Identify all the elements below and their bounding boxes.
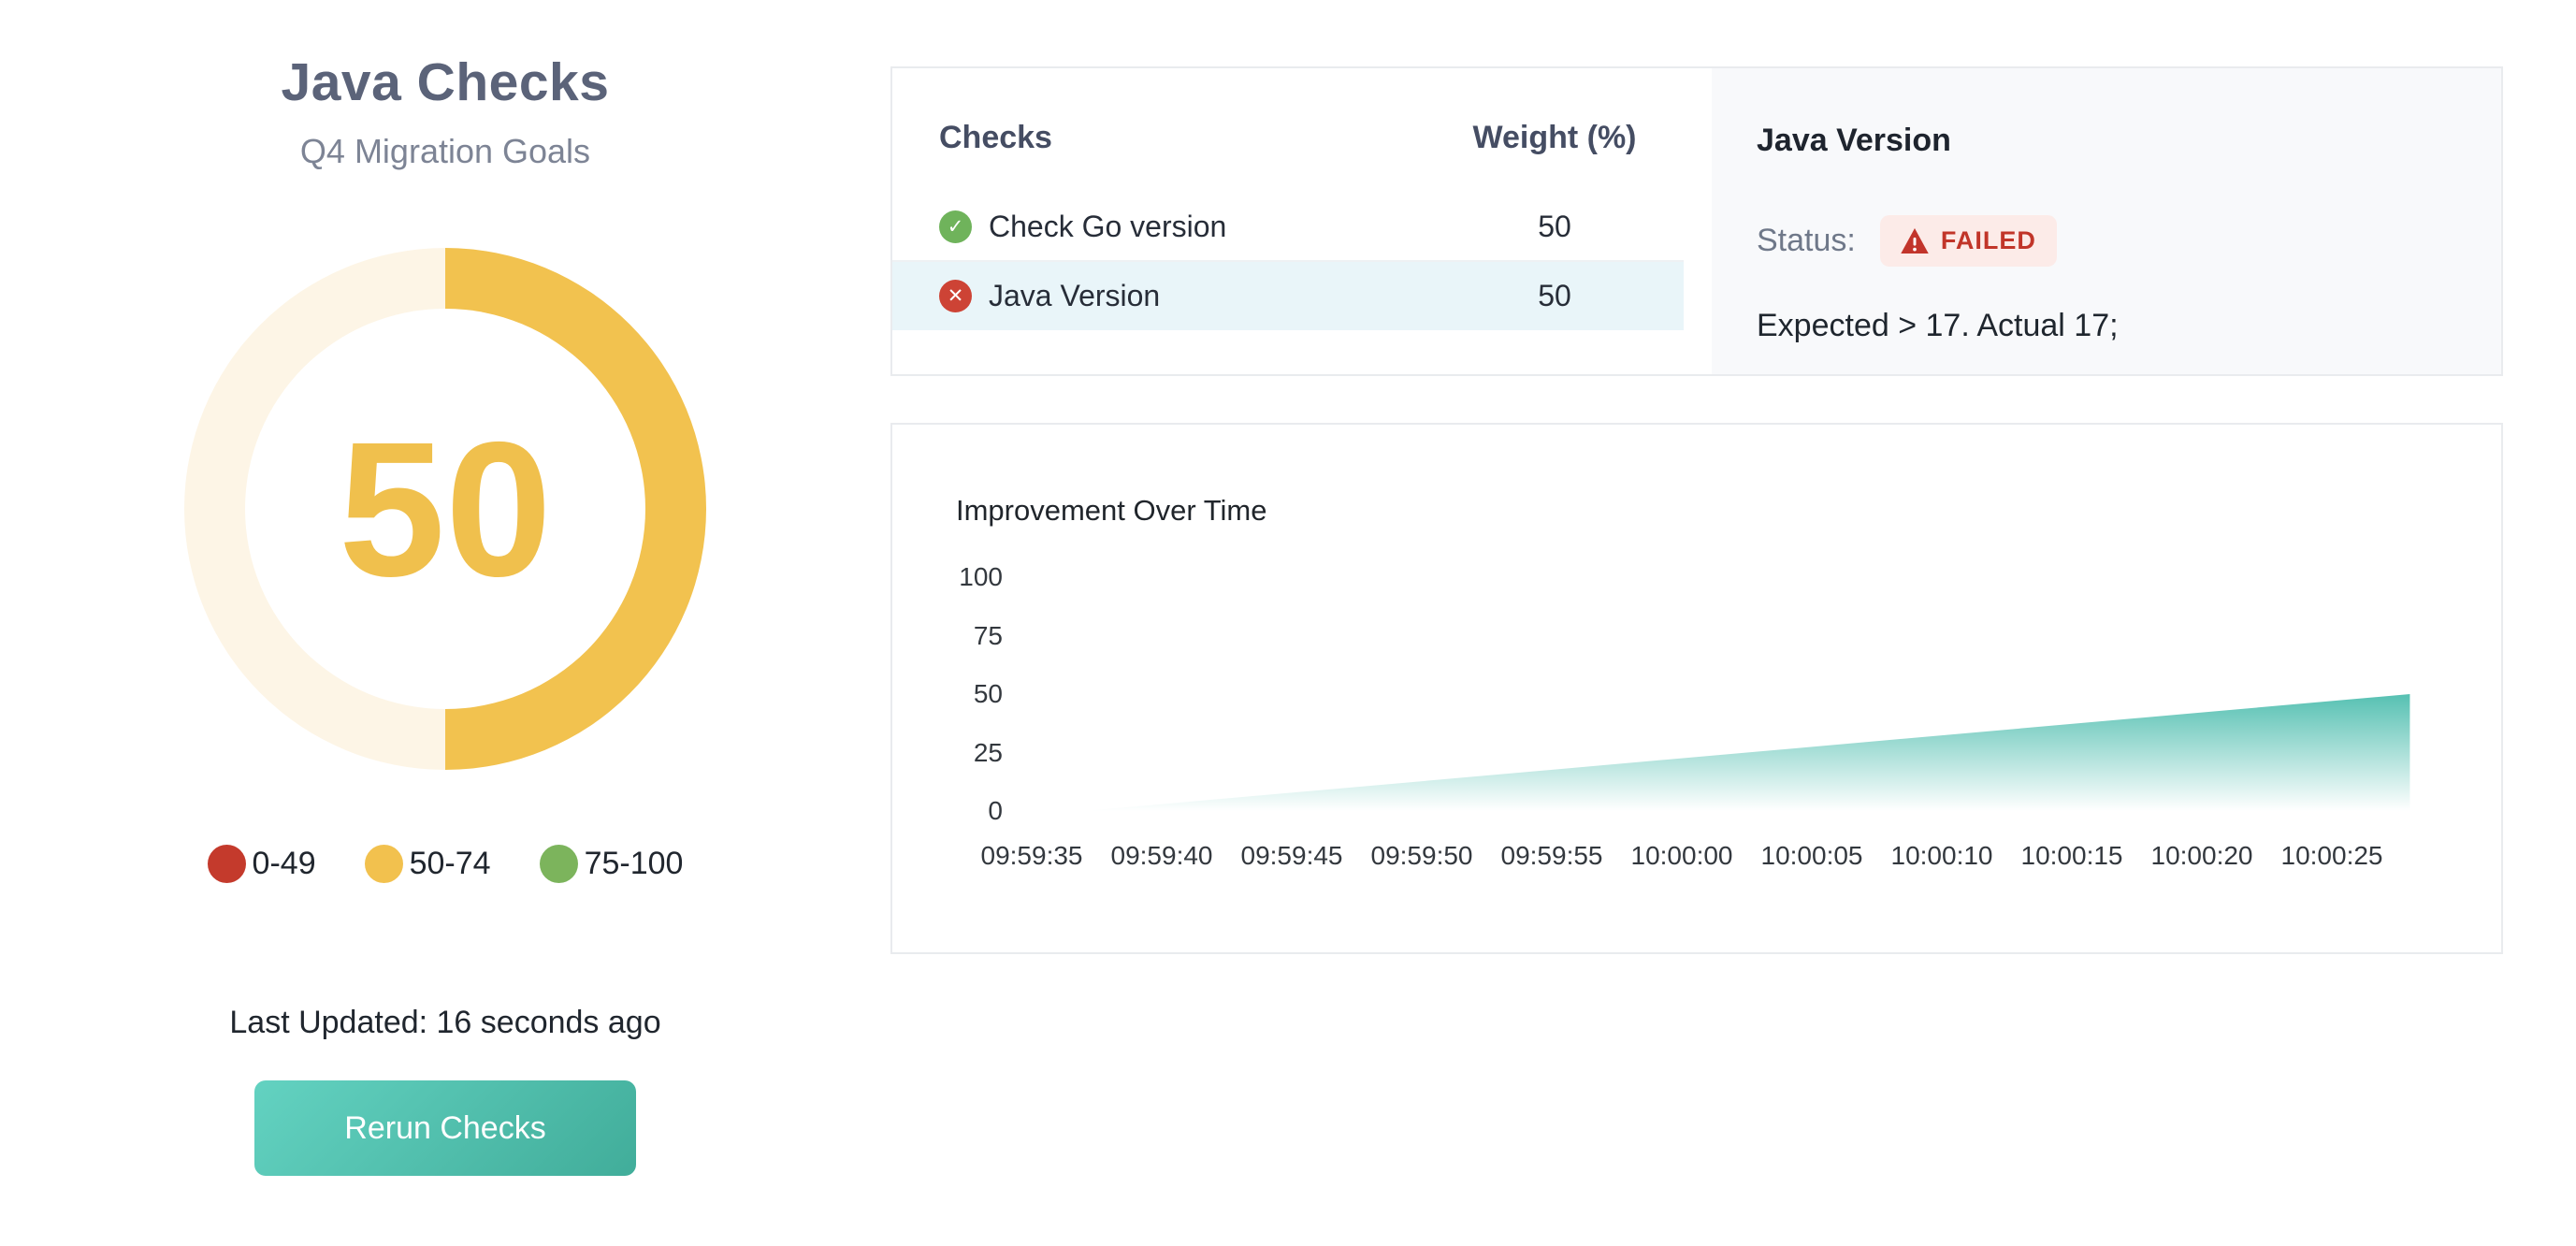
check-name-cell: ✓ Check Go version (939, 210, 1452, 244)
improvement-chart-card: Improvement Over Time 0 25 50 75 100 09:59:3… (890, 423, 2503, 954)
status-badge: FAILED (1879, 215, 2057, 267)
warning-triangle-icon (1901, 228, 1929, 254)
improvement-area (1083, 694, 2410, 811)
x-tick-label: 10:00:10 (1890, 841, 1993, 870)
checks-table-body: ✓ Check Go version 50 ✕ Java Version 50 (892, 194, 1684, 330)
check-name: Check Go version (989, 210, 1227, 243)
legend-dot-icon (207, 845, 246, 883)
score-gauge: 50 (184, 248, 706, 770)
last-updated-text: Last Updated: 16 seconds ago (229, 1005, 661, 1040)
page-title: Java Checks (281, 52, 610, 112)
improvement-area-svg (1083, 694, 2410, 811)
y-tick-label: 25 (973, 737, 1003, 767)
check-name-cell: ✕ Java Version (939, 279, 1452, 313)
x-tick-label: 09:59:55 (1500, 841, 1603, 870)
legend-item: 50-74 (364, 845, 491, 883)
legend-item: 75-100 (539, 845, 684, 883)
y-tick-label: 0 (988, 796, 1003, 825)
y-tick-label: 75 (973, 620, 1003, 650)
check-name: Java Version (989, 279, 1161, 312)
score-panel: Java Checks Q4 Migration Goals 50 0-49 50… (0, 0, 890, 1176)
legend-dot-icon (539, 845, 578, 883)
x-tick-label: 09:59:50 (1370, 841, 1473, 870)
status-label: Status: (1757, 223, 1856, 258)
x-tick-label: 09:59:45 (1240, 841, 1343, 870)
check-weight: 50 (1538, 210, 1571, 243)
detail-message: Expected > 17. Actual 17; (1757, 308, 2119, 343)
x-tick-label: 10:00:05 (1760, 841, 1863, 870)
improvement-chart: 0 25 50 75 100 09:59:35 09:59:40 09:59:45 09:59… (892, 425, 2501, 952)
check-row[interactable]: ✓ Check Go version 50 (892, 194, 1684, 262)
x-tick-label: 10:00:20 (2150, 841, 2253, 870)
score-gauge-inner: 50 (245, 309, 645, 709)
detail-title: Java Version (1757, 123, 1951, 158)
y-tick-label: 50 (973, 679, 1003, 708)
checks-column-header: Checks (939, 119, 1052, 155)
x-tick-label: 09:59:40 (1110, 841, 1213, 870)
check-weight: 50 (1538, 279, 1571, 312)
status-row: Status: FAILED (1757, 215, 2501, 267)
legend-label: 75-100 (584, 846, 684, 881)
check-circle-icon: ✓ (939, 210, 972, 243)
weight-column-header: Weight (%) (1472, 119, 1637, 155)
legend-label: 0-49 (252, 846, 316, 881)
check-detail-panel: Java Version Status: FAILED Expected > 1… (1712, 68, 2501, 374)
x-tick-label: 10:00:00 (1630, 841, 1733, 870)
checks-card: Checks Weight (%) ✓ Check Go version 50 ✕ Ja… (890, 66, 2503, 376)
y-tick-label: 100 (959, 562, 1003, 591)
checks-table: Checks Weight (%) ✓ Check Go version 50 ✕ Ja… (892, 68, 1684, 374)
legend-item: 0-49 (207, 845, 316, 883)
gauge-legend: 0-49 50-74 75-100 (0, 845, 890, 883)
x-tick-label: 10:00:15 (2020, 841, 2123, 870)
legend-dot-icon (364, 845, 403, 883)
check-row[interactable]: ✕ Java Version 50 (892, 262, 1684, 330)
x-tick-label: 10:00:25 (2280, 841, 2383, 870)
x-circle-icon: ✕ (939, 280, 972, 312)
x-tick-label: 09:59:35 (980, 841, 1083, 870)
page-subtitle: Q4 Migration Goals (299, 132, 591, 170)
status-badge-text: FAILED (1940, 226, 2036, 254)
legend-label: 50-74 (409, 846, 491, 881)
score-value: 50 (338, 401, 553, 616)
chart-title: Improvement Over Time (956, 494, 1267, 527)
checks-table-header: Checks Weight (%) (892, 68, 1684, 194)
rerun-checks-button[interactable]: Rerun Checks (254, 1080, 636, 1176)
